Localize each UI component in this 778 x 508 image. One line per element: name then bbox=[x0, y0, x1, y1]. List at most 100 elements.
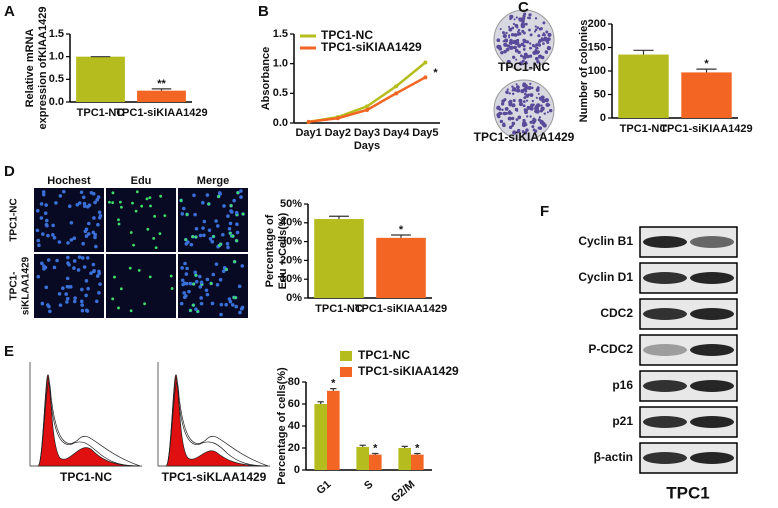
edu-cell bbox=[117, 218, 120, 222]
panel-letter: A bbox=[4, 3, 15, 20]
nucleus bbox=[184, 272, 189, 276]
y-tick-label: 20 bbox=[288, 442, 300, 454]
colony bbox=[503, 42, 508, 47]
nucleus bbox=[39, 202, 44, 206]
colony bbox=[537, 126, 541, 130]
edu-cell bbox=[129, 231, 133, 234]
edu-cell bbox=[169, 274, 173, 278]
edu-cell bbox=[143, 302, 147, 306]
edu-cell bbox=[231, 234, 235, 238]
microscopy-grid bbox=[34, 188, 248, 318]
nucleus bbox=[205, 277, 210, 282]
point bbox=[335, 116, 340, 121]
edu-cell bbox=[120, 205, 123, 209]
colony bbox=[547, 32, 552, 37]
edu-cell bbox=[229, 204, 233, 208]
nucleus bbox=[65, 300, 69, 304]
nucleus bbox=[57, 240, 62, 244]
micrograph bbox=[106, 188, 176, 252]
edu-cell bbox=[128, 266, 132, 270]
y-tick-label: 20% bbox=[280, 254, 302, 266]
y-tick-label: 0 bbox=[600, 112, 606, 124]
colony bbox=[512, 40, 516, 45]
nucleus bbox=[232, 198, 236, 203]
blot-label: p16 bbox=[612, 378, 633, 392]
y-tick-label: 0 bbox=[294, 464, 300, 476]
nucleus bbox=[214, 262, 219, 266]
colony bbox=[518, 61, 524, 66]
nucleus bbox=[188, 281, 193, 286]
nucleus bbox=[73, 296, 77, 300]
blot-band bbox=[643, 272, 687, 284]
blot-band bbox=[643, 452, 687, 464]
colony bbox=[500, 102, 505, 106]
nucleus bbox=[238, 310, 242, 315]
western-blot bbox=[639, 226, 738, 474]
nucleus bbox=[86, 232, 91, 236]
colony bbox=[523, 131, 528, 135]
edu-cell bbox=[111, 191, 115, 195]
colony bbox=[505, 31, 508, 35]
nucleus bbox=[91, 230, 96, 235]
blot-label: Cyclin B1 bbox=[578, 234, 633, 248]
panel-letter: E bbox=[4, 343, 14, 360]
colony-dots bbox=[496, 12, 553, 135]
nucleus bbox=[40, 261, 44, 266]
colony bbox=[535, 96, 538, 99]
y-tick-label: 0.5 bbox=[49, 73, 64, 85]
nucleus bbox=[199, 296, 203, 300]
blot-band bbox=[643, 416, 687, 428]
colony bbox=[512, 55, 516, 59]
y-tick-label: 10% bbox=[280, 273, 302, 285]
bar bbox=[369, 454, 382, 470]
nucleus bbox=[234, 304, 238, 309]
bar bbox=[411, 454, 424, 470]
colony bbox=[511, 103, 516, 108]
colony bbox=[507, 25, 511, 29]
line bbox=[308, 76, 427, 124]
nucleus bbox=[41, 232, 45, 236]
bar bbox=[376, 237, 426, 298]
colony bbox=[511, 26, 515, 30]
colony bbox=[546, 45, 552, 51]
colony bbox=[531, 119, 536, 124]
nucleus bbox=[80, 256, 85, 260]
colony bbox=[512, 98, 516, 103]
blot-band bbox=[643, 344, 687, 356]
nucleus bbox=[89, 271, 93, 275]
colony bbox=[544, 37, 548, 40]
blot-label: Cyclin D1 bbox=[578, 270, 633, 284]
row-label: TPC1-NC bbox=[9, 198, 20, 241]
y-axis-label: Relative mRNA bbox=[24, 29, 36, 108]
edu-cell bbox=[224, 268, 228, 271]
colony bbox=[512, 130, 517, 135]
y-tick-label: 1.0 bbox=[273, 58, 288, 70]
edu-cell bbox=[108, 200, 111, 204]
y-tick-label: 30% bbox=[280, 236, 302, 248]
nucleus bbox=[97, 269, 101, 274]
colony bbox=[500, 51, 504, 55]
colony bbox=[507, 116, 512, 121]
colony bbox=[511, 92, 515, 96]
nucleus bbox=[202, 219, 207, 224]
x-tick-label: Day4 bbox=[383, 127, 410, 139]
nucleus bbox=[84, 293, 88, 298]
nucleus bbox=[205, 193, 210, 197]
colony bbox=[511, 124, 514, 128]
nucleus bbox=[199, 301, 204, 306]
nucleus bbox=[72, 299, 77, 304]
colony bbox=[534, 56, 539, 61]
colony bbox=[545, 30, 549, 34]
nucleus bbox=[86, 286, 90, 291]
nucleus bbox=[79, 299, 84, 304]
colony bbox=[534, 30, 537, 33]
nucleus bbox=[87, 221, 91, 226]
colony bbox=[522, 48, 526, 51]
nucleus bbox=[66, 255, 70, 260]
colony bbox=[514, 40, 520, 45]
nucleus bbox=[224, 302, 228, 307]
colony bbox=[525, 128, 529, 132]
colony bbox=[518, 98, 523, 103]
blot-band bbox=[690, 380, 734, 392]
